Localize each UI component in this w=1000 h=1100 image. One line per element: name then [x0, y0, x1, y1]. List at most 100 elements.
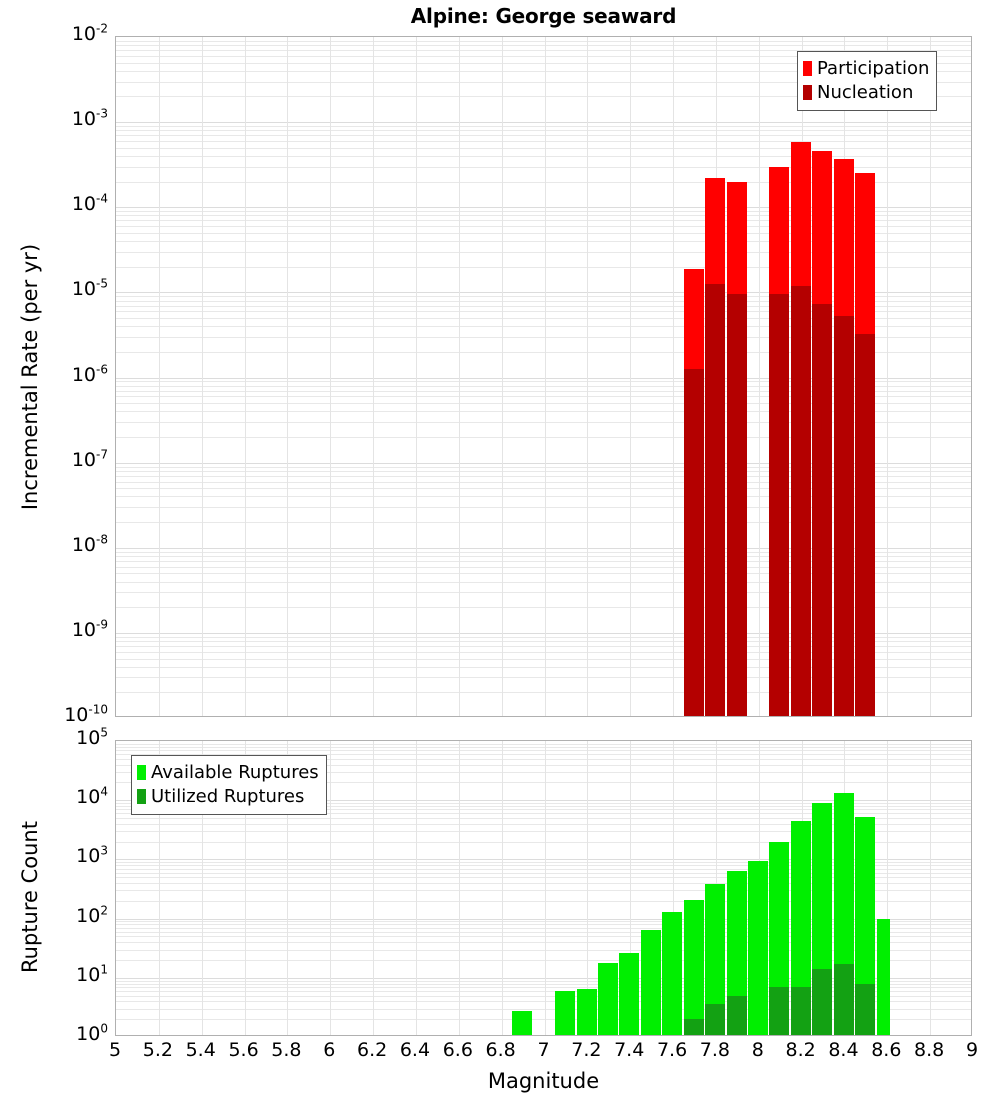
x-axis-tick-label: 8.2: [785, 1039, 816, 1061]
gridline-horizontal: [116, 986, 971, 988]
x-axis-tick-label: 7: [537, 1039, 550, 1061]
gridline-horizontal: [116, 147, 971, 149]
x-axis-tick-label: 6: [323, 1039, 336, 1061]
gridline-horizontal: [116, 758, 971, 760]
gridline-vertical: [415, 741, 417, 1035]
y-axis-tick-label: 101: [76, 962, 108, 986]
y-axis-tick-label: 100: [76, 1021, 108, 1045]
gridline-horizontal: [116, 462, 971, 464]
gridline-vertical: [201, 741, 203, 1035]
gridline-horizontal: [116, 872, 971, 874]
x-axis-tick-label: 9: [965, 1039, 979, 1061]
bar-nucleation: [833, 315, 854, 716]
gridline-vertical: [244, 741, 246, 1035]
gridline-horizontal: [116, 390, 971, 392]
gridline-horizontal: [116, 318, 971, 319]
gridline-horizontal: [116, 746, 971, 748]
gridline-vertical: [158, 37, 160, 716]
bar-available-ruptures: [705, 883, 726, 1035]
gridline-vertical: [287, 37, 289, 716]
grid-bottom: [116, 741, 971, 1035]
gridline-vertical: [758, 37, 760, 716]
gridline-horizontal: [116, 300, 971, 302]
page-title: Alpine: George seaward: [410, 4, 677, 28]
bar-available-ruptures: [683, 899, 704, 1035]
y-axis-tick-label: 10-10: [64, 702, 108, 726]
x-axis-tick-label: 6.4: [399, 1039, 431, 1061]
gridline-horizontal: [116, 592, 971, 594]
y-axis-tick-label: 103: [76, 844, 108, 868]
bar-nucleation: [790, 285, 811, 716]
gridline-horizontal: [116, 823, 971, 825]
bar-available-ruptures: [855, 817, 876, 1035]
x-axis-tick-label: 8.4: [828, 1039, 859, 1061]
gridline-horizontal: [116, 581, 971, 583]
gridline-horizontal: [116, 782, 971, 784]
gridline-horizontal: [116, 805, 971, 807]
gridline-horizontal: [116, 924, 971, 926]
gridline-horizontal: [116, 877, 971, 879]
gridline-vertical: [287, 741, 289, 1035]
gridline-horizontal: [116, 475, 971, 477]
gridline-vertical: [587, 37, 589, 716]
gridline-horizontal: [116, 1001, 971, 1003]
bar-utilized-ruptures: [833, 964, 854, 1035]
utilized-ruptures-swatch-icon: [137, 789, 146, 805]
gridline-horizontal: [116, 800, 971, 802]
gridline-horizontal: [116, 241, 971, 243]
gridline-horizontal: [116, 251, 971, 253]
gridline-vertical: [630, 37, 632, 716]
gridline-horizontal: [116, 859, 971, 861]
gridline-vertical: [244, 37, 246, 716]
bar-available-ruptures: [726, 870, 747, 1035]
gridline-vertical: [330, 37, 332, 716]
gridline-horizontal: [116, 936, 971, 938]
gridline-horizontal: [116, 868, 971, 870]
gridline-horizontal: [116, 466, 971, 468]
gridline-horizontal: [116, 931, 971, 933]
bar-available-ruptures: [619, 953, 640, 1035]
gridline-horizontal: [116, 377, 971, 379]
gridline-vertical: [673, 37, 675, 716]
x-axis-tick-label: 7.2: [571, 1039, 602, 1061]
x-axis-tick-label: 6.2: [356, 1039, 388, 1061]
bar-utilized-ruptures: [855, 983, 876, 1035]
gridline-horizontal: [116, 292, 971, 294]
gridline-vertical: [201, 37, 203, 716]
bar-nucleation: [769, 293, 790, 716]
gridline-horizontal: [116, 918, 971, 920]
bar-utilized-ruptures: [812, 969, 833, 1035]
y-axis-tick-label: 10-2: [71, 21, 108, 45]
gridline-horizontal: [116, 959, 971, 961]
nucleation-swatch-icon: [803, 85, 812, 101]
gridline-horizontal: [116, 949, 971, 951]
x-axis-tick-label: 5.4: [185, 1039, 216, 1061]
gridline-horizontal: [116, 942, 971, 944]
gridline-horizontal: [116, 882, 971, 884]
gridline-horizontal: [116, 381, 971, 383]
y-axis-ticks-top: 10-2 10-3 10-4 10-5 10-6 10-7 10-8 10-9 10-10: [0, 0, 108, 760]
gridline-horizontal: [116, 207, 971, 209]
gridline-vertical: [415, 37, 417, 716]
gridline-horizontal: [116, 692, 971, 694]
legend-item-participation: Participation: [803, 57, 929, 81]
gridline-vertical: [544, 37, 546, 716]
gridline-horizontal: [116, 555, 971, 557]
gridline-horizontal: [116, 980, 971, 982]
gridline-horizontal: [116, 422, 971, 423]
gridline-vertical: [458, 741, 460, 1035]
gridline-vertical: [930, 741, 932, 1035]
gridline-horizontal: [116, 841, 971, 843]
bar-nucleation: [726, 293, 747, 716]
gridline-horizontal: [116, 296, 971, 298]
y-axis-tick-label: 105: [76, 725, 108, 749]
gridline-horizontal: [116, 641, 971, 643]
grid-top: [116, 37, 971, 716]
gridline-horizontal: [116, 481, 971, 483]
legend-top: Participation Nucleation: [797, 51, 938, 111]
bar-available-ruptures: [662, 911, 683, 1035]
gridline-horizontal: [116, 802, 971, 804]
gridline-vertical: [930, 37, 932, 716]
gridline-horizontal: [116, 658, 971, 660]
